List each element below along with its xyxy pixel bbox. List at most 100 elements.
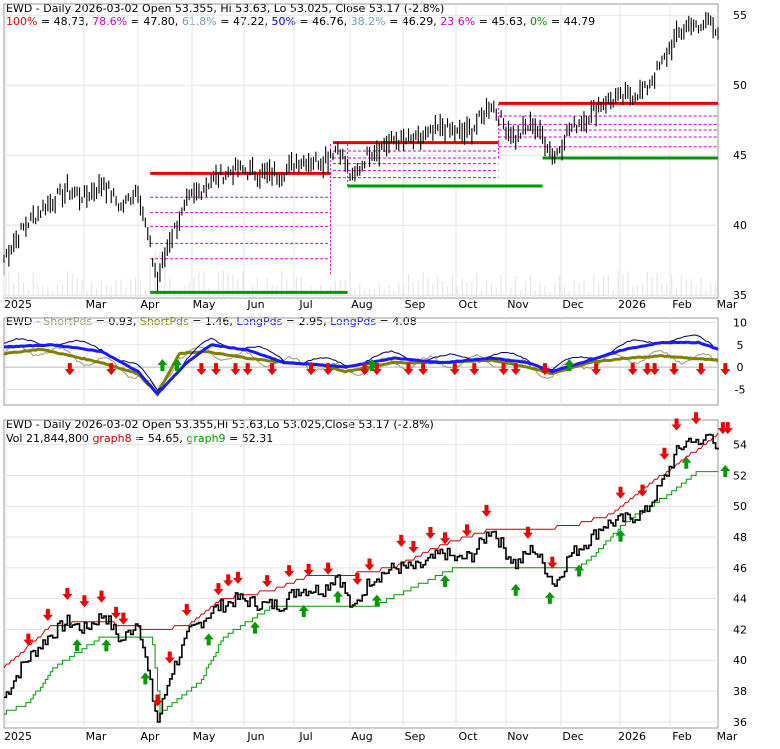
x-tick-label: Dec <box>562 298 583 311</box>
volume-bar <box>627 271 629 298</box>
x-tick-label: Sep <box>405 298 426 311</box>
sell-arrow <box>462 524 473 537</box>
volume-bar <box>529 275 531 298</box>
fib-pct: 38.2% <box>351 15 386 28</box>
volume-bar <box>515 275 517 298</box>
volume-bar <box>354 290 356 298</box>
volume-bar <box>505 276 507 298</box>
y-tick-label: -5 <box>735 383 746 396</box>
volume-bar <box>242 271 244 298</box>
volume-bar <box>510 287 512 298</box>
x-tick-label: Oct <box>458 730 478 743</box>
sell-arrow <box>425 526 436 539</box>
y-tick-label: 50 <box>733 500 747 513</box>
volume-bar <box>524 282 527 298</box>
volume-bar <box>481 289 483 298</box>
volume-bar <box>188 282 190 298</box>
volume-bar <box>700 278 702 298</box>
buy-arrow <box>298 604 309 617</box>
sell-arrow <box>79 595 90 608</box>
volume-bar <box>47 286 49 298</box>
fib-pct: 23.6% <box>440 15 475 28</box>
sell-arrow <box>547 556 558 569</box>
volume-bar <box>646 272 648 298</box>
sell-arrow <box>671 418 682 431</box>
sell-arrow <box>720 363 731 376</box>
sell-arrow <box>213 583 224 596</box>
x-tick-label: Jun <box>246 730 264 743</box>
volume-bar <box>597 282 600 298</box>
volume-bar <box>334 281 337 298</box>
volume-bar <box>232 275 234 298</box>
volume-bar <box>632 286 634 298</box>
sell-arrow <box>359 363 370 376</box>
volume-bar <box>588 291 590 298</box>
panel-frame-1 <box>3 3 719 299</box>
volume-bar <box>534 290 536 298</box>
volume-bar <box>544 285 546 298</box>
x-tick-label: Dec <box>562 730 583 743</box>
volume-bar <box>373 288 376 298</box>
buy-arrow <box>72 639 83 652</box>
volume-bar <box>125 287 127 298</box>
volume-bar <box>198 270 200 298</box>
buy-arrow <box>366 359 377 372</box>
x-tick-label: Mar <box>717 298 738 311</box>
volume-bar <box>578 282 580 298</box>
volume-bar <box>364 290 366 298</box>
buy-arrow <box>544 591 555 604</box>
volume-bar <box>71 274 73 298</box>
y-tick-label: 42 <box>733 623 747 636</box>
y-tick-label: 54 <box>733 439 747 452</box>
sell-arrow <box>267 363 278 376</box>
sell-arrow <box>118 612 129 625</box>
sell-arrow <box>284 565 295 578</box>
volume-bar <box>32 272 34 298</box>
x-tick-label: Jul <box>298 298 312 311</box>
volume-bar <box>281 271 283 298</box>
volume-bar <box>22 282 25 298</box>
sell-arrow <box>196 363 207 376</box>
volume-bar <box>466 282 468 298</box>
fib-legend-text: 100% = 48.73, 78.6% = 47.80, 61.8% = 47.… <box>6 15 595 28</box>
buy-arrow <box>332 590 343 603</box>
fib-pct: 78.6% <box>92 15 127 28</box>
sell-arrow <box>591 363 602 376</box>
panel-frame-3 <box>3 419 719 729</box>
x-tick-label: 2026 <box>618 730 646 743</box>
x-tick-label: Feb <box>672 730 691 743</box>
sell-arrow <box>440 532 451 545</box>
sell-arrow <box>323 363 334 376</box>
volume-bar <box>300 276 302 298</box>
sell-arrow <box>232 571 243 584</box>
sell-arrow <box>510 363 521 376</box>
sell-arrow <box>642 363 653 376</box>
volume-bar <box>432 284 434 298</box>
volume-bar <box>442 281 444 298</box>
x-tick-label: Apr <box>140 730 160 743</box>
sell-arrow <box>691 412 702 425</box>
sell-arrow <box>211 363 222 376</box>
volume-bar <box>134 277 137 298</box>
volume-bar <box>583 279 585 298</box>
buy-arrow <box>510 583 521 596</box>
volume-bar <box>8 271 10 298</box>
buy-arrow <box>101 639 112 652</box>
volume-bar <box>203 272 205 298</box>
volume-bar <box>446 286 449 298</box>
panel3-subheader: Vol 21,844,800 graph8 = 54.65, graph9 = … <box>6 432 273 445</box>
sell-arrow <box>352 572 363 585</box>
volume-bar <box>344 280 346 298</box>
y-tick-label: 52 <box>733 469 747 482</box>
x-tick-label: May <box>193 298 216 311</box>
buy-arrow <box>371 594 382 607</box>
x-tick-label: Aug <box>351 730 372 743</box>
fib-value: = 48.73, <box>37 15 92 28</box>
volume-bar <box>417 280 419 298</box>
sell-arrow <box>469 363 480 376</box>
buy-arrow <box>564 359 575 372</box>
volume-bar <box>568 291 570 298</box>
buy-arrow <box>140 672 151 685</box>
x-tick-label: Jul <box>298 730 312 743</box>
